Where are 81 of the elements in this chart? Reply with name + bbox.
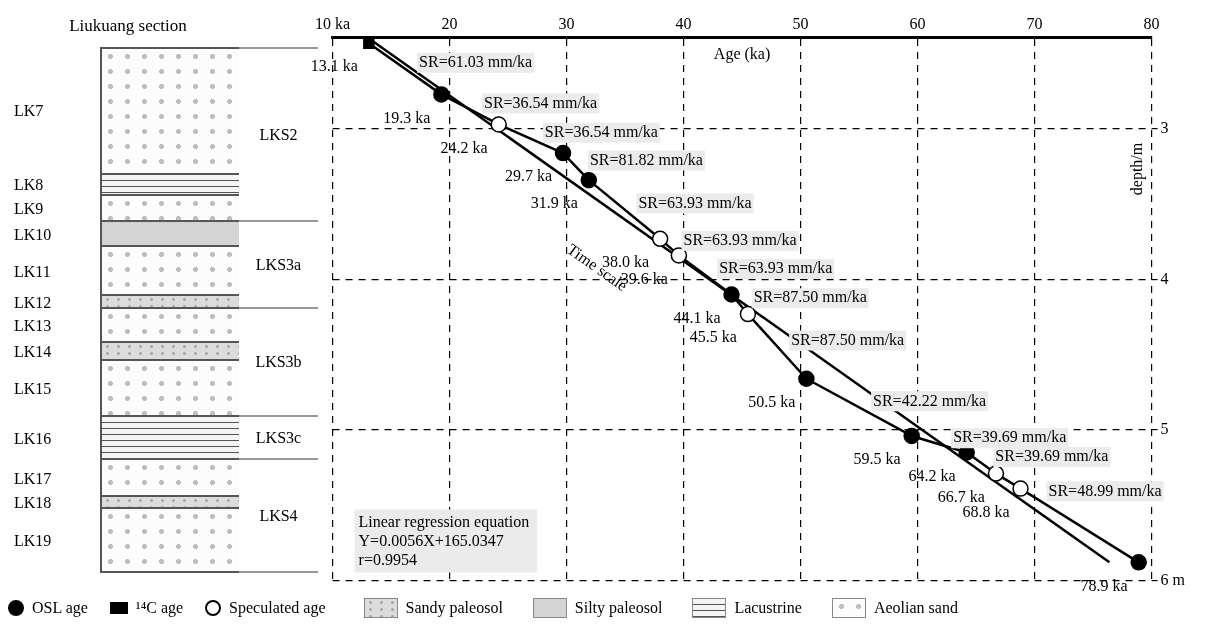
annotation: r=0.9954 <box>358 550 417 568</box>
category-label: LK15 <box>13 379 53 400</box>
text: LKS2 <box>259 125 298 143</box>
x-tick-label: 20 <box>441 14 458 32</box>
annotation: SR=63.93 mm/ka <box>683 231 797 249</box>
category-label: LK8 <box>13 175 45 196</box>
point <box>670 247 688 264</box>
category-label: Silty paleosol <box>574 599 663 617</box>
annotation: SR=48.99 mm/ka <box>1048 481 1162 499</box>
annotation: 45.5 ka <box>689 328 737 346</box>
point <box>723 286 740 303</box>
legend-label: Speculated age <box>229 599 326 617</box>
x-tick-label: 70 <box>1026 14 1043 32</box>
point <box>903 427 920 445</box>
point <box>987 465 1005 482</box>
annotation: 29.7 ka <box>504 167 553 185</box>
x-axis-title: Age (ka) <box>713 45 771 64</box>
annotation: SR=81.82 mm/ka <box>589 150 703 168</box>
annotation: SR=63.93 mm/ka <box>638 193 752 211</box>
annotation: SR=87.50 mm/ka <box>791 330 905 348</box>
annotation: 64.2 ka <box>908 466 956 484</box>
point <box>1012 480 1029 497</box>
y-tick-label: 3 <box>1160 119 1169 137</box>
category-label: LK10 <box>13 224 53 245</box>
text: Liukuang section <box>68 16 188 36</box>
category-label: LK19 <box>14 532 52 550</box>
category-label: Lacustrine <box>734 599 802 617</box>
category-label: LK13 <box>13 316 53 337</box>
x-tick-label: 50 <box>792 14 809 32</box>
annotation: SR=36.54 mm/ka <box>544 122 658 140</box>
annotation: 44.1 ka <box>673 308 721 326</box>
legend-label: ¹⁴C age <box>135 599 184 617</box>
annotation: Linear regression equation <box>358 512 530 531</box>
x-tick-label: 10 ka <box>315 14 351 32</box>
annotation: SR=39.69 mm/ka <box>995 447 1109 465</box>
category-label: LK14 <box>13 343 53 362</box>
x-tick-label: 30 <box>558 14 575 32</box>
annotation: SR=87.50 mm/ka <box>753 288 867 306</box>
category-label: LK17 <box>14 469 52 487</box>
y-tick-label: 6 m <box>1160 570 1186 588</box>
annotation: 50.5 ka <box>748 392 796 410</box>
text: LKS3c <box>239 416 318 461</box>
text: LKS3a <box>239 222 318 310</box>
x-tick-label: 40 <box>675 14 692 32</box>
category-label: LK16 <box>13 428 53 449</box>
point <box>651 230 669 248</box>
text: LKS3b <box>239 309 318 417</box>
annotation: SR=63.93 mm/ka <box>719 259 833 277</box>
legend-label: OSL age <box>32 599 88 617</box>
point <box>433 86 450 103</box>
y-tick-label: 5 <box>1160 420 1169 438</box>
annotation: SR=61.03 mm/ka <box>419 53 533 70</box>
point <box>554 144 572 162</box>
annotation: 66.7 ka <box>937 487 985 505</box>
category-label: LK11 <box>14 262 51 280</box>
category-label: LK7 <box>13 100 45 121</box>
y-axis-title: depth/m <box>1127 142 1146 196</box>
text: LKS4 <box>239 460 318 573</box>
annotation: SR=42.22 mm/ka <box>873 391 987 409</box>
category-label: LK12 <box>13 293 53 311</box>
annotation: 24.2 ka <box>440 138 488 156</box>
point <box>739 305 757 323</box>
category-label: LK9 <box>13 199 45 220</box>
annotation: SR=36.54 mm/ka <box>484 93 598 111</box>
x-tick-label: 60 <box>909 14 926 32</box>
point <box>1130 554 1147 571</box>
category-label: Sandy paleosol <box>405 599 503 617</box>
point <box>798 370 815 388</box>
annotation: 19.3 ka <box>383 108 431 126</box>
point <box>580 171 598 189</box>
y-tick-label: 4 <box>1160 269 1169 287</box>
annotation: 59.5 ka <box>853 450 901 468</box>
annotation: 13.1 ka <box>310 57 358 75</box>
annotation: 68.8 ka <box>962 502 1010 520</box>
category-label: Aeolian sand <box>873 599 958 617</box>
annotation: SR=39.69 mm/ka <box>953 428 1067 446</box>
category-label: LK18 <box>13 494 53 512</box>
annotation: 31.9 ka <box>530 194 578 212</box>
point <box>490 116 507 133</box>
x-tick-label: 80 <box>1143 14 1160 32</box>
annotation: Y=0.0056X+165.0347 <box>358 531 504 549</box>
